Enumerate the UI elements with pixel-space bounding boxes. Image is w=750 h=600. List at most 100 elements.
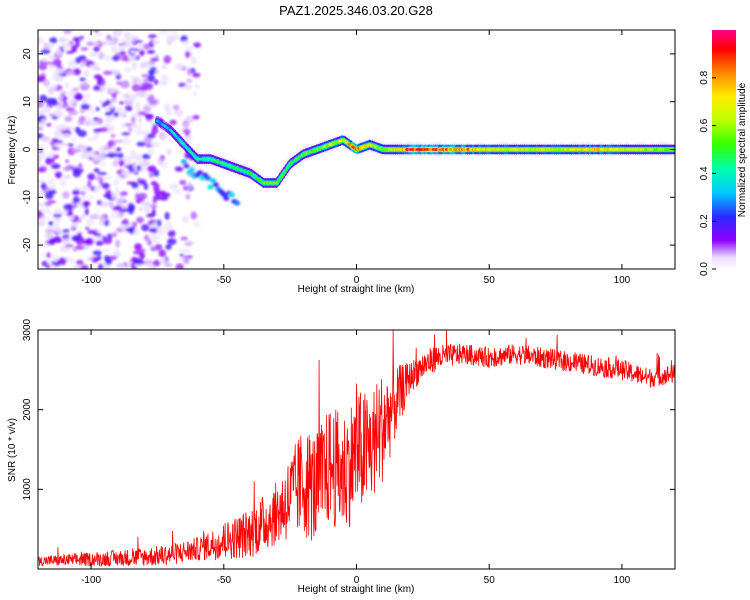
spectrogram-cell bbox=[71, 137, 77, 141]
spectrogram-cell bbox=[53, 221, 60, 227]
spectrogram-cell bbox=[133, 188, 141, 193]
spectrogram-cell bbox=[182, 128, 191, 134]
spectrogram-cell bbox=[128, 127, 133, 132]
spectrogram-cell bbox=[65, 244, 74, 248]
spectrogram-cell bbox=[45, 228, 55, 233]
spectrogram-cell bbox=[180, 236, 188, 241]
spectrogram-cell bbox=[153, 127, 159, 134]
spectrogram-cell bbox=[158, 249, 167, 258]
spectrogram-cell bbox=[64, 81, 70, 89]
spectrogram-cell bbox=[103, 70, 113, 75]
spectrogram-cell bbox=[46, 209, 52, 215]
spectrogram-y-axis-label: Frequency (Hz) bbox=[7, 116, 18, 185]
spectrogram-cell bbox=[47, 178, 56, 186]
spectrogram-cell bbox=[81, 146, 88, 152]
spectrogram-cell bbox=[59, 211, 68, 215]
spectrogram-cell bbox=[167, 230, 176, 237]
spectrogram-cell bbox=[126, 33, 133, 38]
spectrogram-cell bbox=[150, 57, 159, 62]
spectrogram-cell bbox=[137, 192, 148, 200]
spectrogram-cell bbox=[131, 62, 137, 70]
spectrogram-cell bbox=[124, 67, 132, 73]
spectrogram-cell bbox=[146, 213, 156, 218]
spectrogram-cell bbox=[120, 223, 127, 230]
spectrogram-cell bbox=[101, 182, 110, 190]
spectrogram-cell bbox=[138, 252, 145, 260]
spectrogram-cell bbox=[149, 227, 160, 234]
spectrogram-cell bbox=[54, 208, 60, 215]
spectrogram-cell bbox=[67, 216, 75, 221]
spectrogram-cell bbox=[64, 115, 73, 122]
spectrogram-cell bbox=[143, 104, 152, 113]
spectrogram-cell bbox=[164, 221, 173, 230]
spectrogram-cell bbox=[160, 74, 169, 82]
spectrogram-cell bbox=[38, 61, 48, 65]
spectrogram-cell bbox=[184, 46, 195, 51]
spectrogram-cell bbox=[80, 214, 86, 219]
spectrogram-cell bbox=[152, 40, 160, 45]
spectrogram-cell bbox=[156, 227, 167, 235]
spectrogram-cell bbox=[107, 140, 114, 148]
spectrogram-cell bbox=[88, 156, 93, 161]
spectrogram-cell bbox=[110, 116, 120, 120]
spectrogram-cell bbox=[192, 90, 198, 97]
spectrogram-cell bbox=[141, 153, 151, 160]
spectrogram-cell bbox=[55, 68, 65, 74]
spectrogram-cell bbox=[185, 50, 190, 59]
spectrogram-cell bbox=[234, 200, 241, 206]
spectrogram-cell bbox=[136, 141, 146, 147]
spectrogram-ridge bbox=[154, 115, 675, 188]
spectrogram-cell bbox=[75, 259, 84, 265]
spectrogram-cell bbox=[38, 154, 42, 162]
spectrogram-cell bbox=[54, 226, 61, 234]
spectrogram-cell bbox=[131, 84, 141, 92]
spectrogram-cell bbox=[121, 132, 131, 136]
colorbar-tick-label: 0.2 bbox=[699, 214, 710, 228]
spectrogram-cell bbox=[111, 47, 116, 51]
spectrogram-cell bbox=[93, 233, 102, 237]
spectrogram-cell bbox=[89, 214, 100, 219]
spectrogram-cell bbox=[93, 168, 100, 173]
spectrogram-cell bbox=[143, 183, 149, 190]
spectrogram-cell bbox=[38, 127, 44, 131]
spectrogram-cell bbox=[136, 107, 141, 112]
spectrogram-cell bbox=[113, 30, 124, 35]
spectrogram-cell bbox=[87, 229, 98, 235]
spectrogram-cell bbox=[162, 64, 167, 69]
spectrogram-cell bbox=[137, 159, 144, 165]
spectrogram-cell bbox=[95, 210, 100, 214]
spectrogram-cell bbox=[151, 261, 161, 266]
spectrogram-cell bbox=[160, 133, 168, 140]
spectrogram-cell bbox=[151, 222, 159, 228]
spectrogram-cell bbox=[121, 208, 131, 212]
spectrogram-cell bbox=[121, 123, 126, 128]
spectrogram-cell bbox=[147, 239, 152, 246]
spectrogram-cell bbox=[114, 139, 124, 143]
spectrogram-cell bbox=[186, 79, 193, 83]
spectrogram-cell bbox=[98, 51, 106, 58]
spectrogram-cell bbox=[54, 110, 64, 118]
spectrogram-cell bbox=[82, 200, 91, 207]
spectrogram-cell bbox=[133, 228, 140, 236]
spectrogram-cell bbox=[54, 142, 62, 148]
spectrogram-cell bbox=[48, 157, 55, 164]
spectrogram-cell bbox=[116, 263, 123, 268]
spectrogram-cell bbox=[51, 76, 61, 81]
spectrogram-cell bbox=[141, 200, 147, 205]
spectrogram-cell bbox=[179, 253, 184, 257]
spectrogram-cell bbox=[38, 160, 43, 167]
x-tick-label: 0 bbox=[354, 575, 360, 586]
spectrogram-cell bbox=[68, 110, 78, 116]
spectrogram-cell bbox=[85, 154, 95, 158]
spectrogram-cell bbox=[120, 37, 130, 42]
x-tick-label: 100 bbox=[614, 275, 631, 286]
spectrogram-cell bbox=[43, 79, 50, 87]
spectrogram-cell bbox=[116, 227, 124, 233]
spectrogram-cell bbox=[66, 50, 74, 54]
spectrogram-cell bbox=[134, 40, 144, 44]
spectrogram-cell bbox=[125, 39, 133, 48]
spectrogram-cell bbox=[106, 175, 113, 180]
spectrogram-cell bbox=[80, 63, 85, 68]
spectrogram-cell bbox=[48, 221, 54, 226]
spectrogram-cell bbox=[158, 30, 169, 36]
